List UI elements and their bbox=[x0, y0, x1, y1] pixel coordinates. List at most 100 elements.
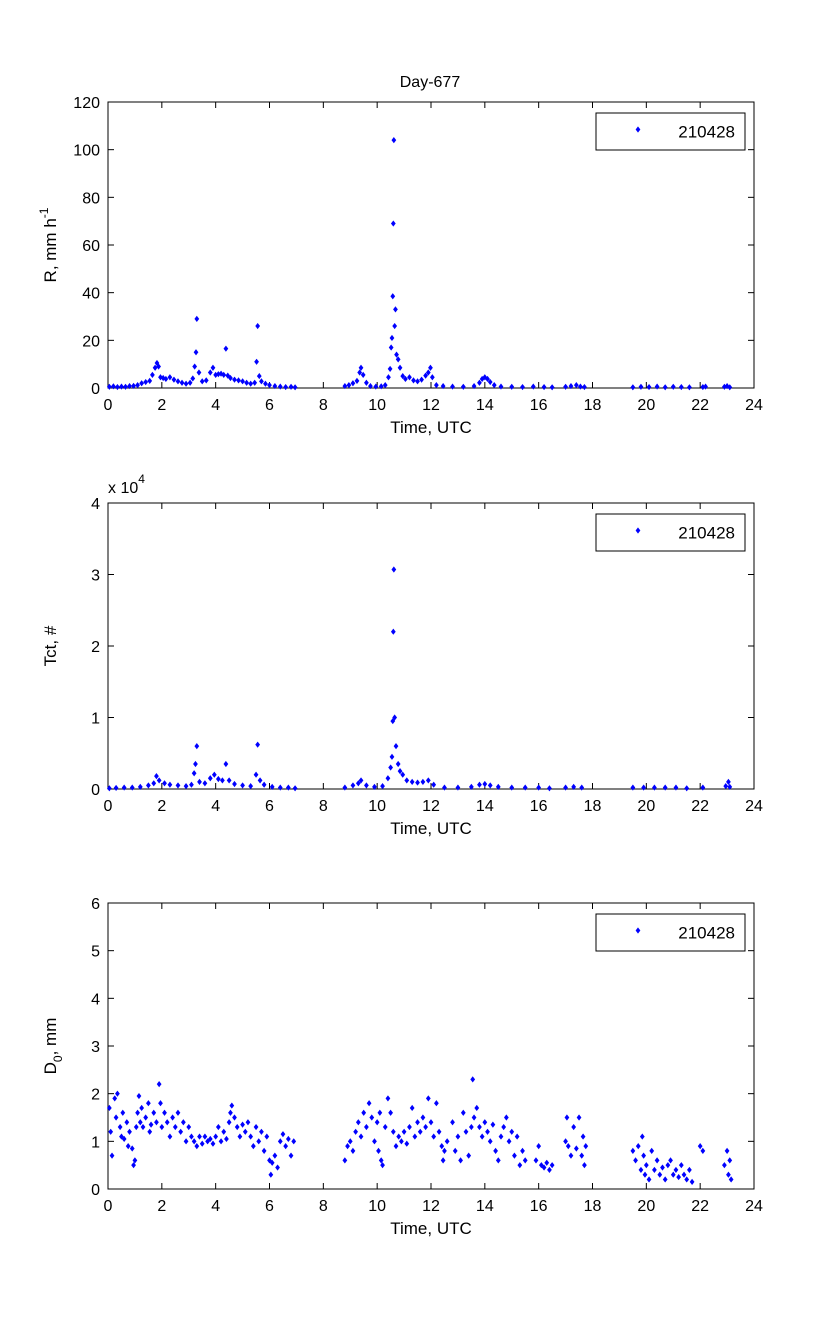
data-point bbox=[549, 1162, 555, 1169]
data-point bbox=[186, 1123, 192, 1131]
data-point bbox=[183, 1138, 189, 1145]
data-point bbox=[727, 384, 733, 391]
data-point bbox=[256, 372, 262, 380]
y-axis-label-superscript: -1 bbox=[37, 207, 51, 218]
data-point bbox=[372, 1138, 377, 1145]
data-point bbox=[522, 784, 528, 791]
data-point bbox=[215, 775, 221, 783]
data-point bbox=[190, 375, 196, 382]
data-point bbox=[439, 1143, 445, 1150]
legend-marker bbox=[635, 527, 641, 534]
y-axis-label-main: D bbox=[41, 1062, 60, 1074]
data-point bbox=[485, 1128, 490, 1135]
x-tick-label: 0 bbox=[104, 397, 113, 414]
y-axis-label: D0, mm bbox=[41, 1018, 65, 1075]
data-point bbox=[245, 1119, 251, 1126]
x-tick-label: 8 bbox=[319, 798, 328, 815]
y-axis-label: R, mm h-1 bbox=[37, 207, 60, 282]
data-point bbox=[563, 784, 568, 791]
y-tick-label: 2 bbox=[91, 639, 100, 656]
data-point bbox=[533, 1157, 539, 1164]
y-tick-label: 4 bbox=[91, 496, 100, 513]
data-point bbox=[175, 1109, 181, 1116]
legend-label: 210428 bbox=[678, 924, 735, 943]
data-point bbox=[236, 377, 241, 384]
data-point bbox=[425, 1095, 431, 1102]
data-point bbox=[191, 770, 197, 777]
data-point bbox=[549, 384, 555, 391]
data-point bbox=[252, 379, 258, 386]
legend-label: 210428 bbox=[678, 123, 735, 142]
data-point bbox=[571, 783, 577, 790]
data-point bbox=[420, 778, 426, 785]
data-point bbox=[399, 1138, 404, 1145]
data-point bbox=[576, 1114, 582, 1121]
data-point bbox=[372, 783, 377, 790]
data-point bbox=[189, 781, 194, 788]
data-point bbox=[358, 364, 364, 371]
legend-marker bbox=[635, 126, 641, 133]
data-point bbox=[373, 383, 379, 390]
data-point bbox=[364, 782, 369, 789]
data-point bbox=[652, 1166, 657, 1174]
data-point bbox=[579, 1152, 585, 1159]
data-point bbox=[670, 1171, 676, 1178]
x-tick-label: 0 bbox=[104, 798, 113, 815]
data-point bbox=[143, 1114, 149, 1121]
data-point bbox=[630, 1147, 636, 1154]
data-point bbox=[434, 382, 439, 389]
data-point bbox=[119, 383, 124, 390]
data-point bbox=[376, 1147, 381, 1154]
x-tick-label: 6 bbox=[265, 798, 274, 815]
data-point bbox=[460, 383, 466, 390]
data-point bbox=[207, 775, 213, 782]
data-point bbox=[665, 1162, 671, 1169]
data-point bbox=[668, 1157, 673, 1164]
x-tick-label: 10 bbox=[368, 397, 386, 414]
data-point bbox=[573, 1145, 579, 1152]
data-point bbox=[131, 1162, 136, 1169]
data-point bbox=[342, 784, 348, 791]
data-point bbox=[400, 372, 406, 380]
data-point bbox=[517, 1162, 523, 1169]
data-point bbox=[393, 743, 399, 750]
data-point bbox=[120, 1109, 126, 1116]
data-point bbox=[360, 371, 366, 378]
rain-rate-panel: 0 2 4 6 8 10 12 14 16 18 20 22 24020406080100120Time… bbox=[37, 95, 763, 437]
x-tick-label: 10 bbox=[368, 1198, 386, 1215]
y-tick-label: 3 bbox=[91, 568, 100, 585]
data-point bbox=[113, 784, 119, 792]
data-point bbox=[466, 1152, 472, 1159]
data-point bbox=[109, 1152, 115, 1159]
data-point bbox=[423, 1123, 428, 1131]
data-point bbox=[132, 1157, 138, 1164]
data-point bbox=[404, 1140, 410, 1147]
data-point bbox=[159, 1123, 165, 1131]
data-point bbox=[673, 784, 679, 791]
data-point bbox=[232, 376, 237, 383]
axis-exponent-power: 4 bbox=[138, 472, 145, 486]
data-point bbox=[129, 784, 135, 791]
figure-title: Day-677 bbox=[400, 74, 461, 91]
data-point bbox=[431, 781, 437, 788]
data-point bbox=[106, 1104, 112, 1112]
data-point bbox=[167, 781, 173, 788]
data-point bbox=[564, 1114, 570, 1121]
data-point bbox=[203, 377, 209, 384]
data-point bbox=[415, 1119, 420, 1126]
data-point bbox=[133, 1123, 139, 1131]
data-point bbox=[723, 783, 729, 790]
data-point bbox=[401, 1128, 407, 1135]
data-point bbox=[175, 378, 181, 385]
x-tick-label: 16 bbox=[530, 1198, 548, 1215]
data-point bbox=[148, 1121, 154, 1128]
axis-exponent-label: x 104 bbox=[108, 472, 145, 497]
data-point bbox=[582, 383, 587, 391]
data-point bbox=[277, 383, 283, 390]
y-tick-label: 20 bbox=[82, 333, 100, 350]
data-point bbox=[409, 778, 415, 785]
data-point bbox=[460, 1109, 466, 1116]
data-point bbox=[207, 369, 213, 376]
data-point bbox=[387, 365, 393, 373]
data-point bbox=[261, 1147, 267, 1154]
